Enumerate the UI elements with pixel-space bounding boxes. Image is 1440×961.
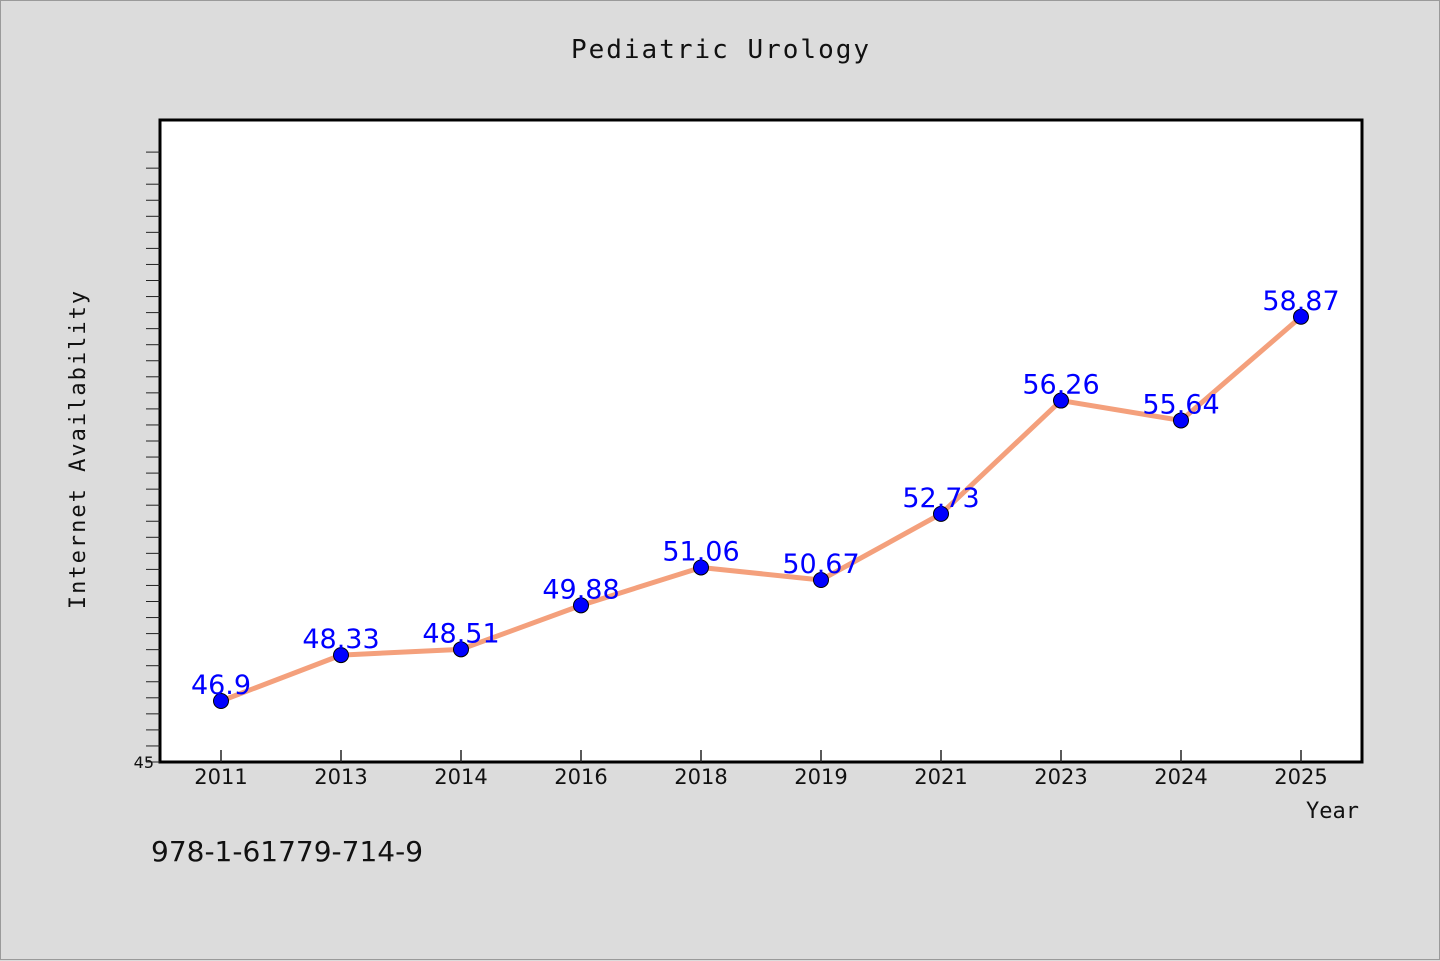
- data-label: 58.87: [1262, 286, 1339, 317]
- data-point: [573, 597, 589, 614]
- x-tick-label: 2018: [674, 765, 727, 789]
- x-axis-labels: 2011 2013 2014 2016 2018 2019 2021 2023 2024 2025: [194, 750, 1328, 789]
- series-line: [220, 314, 1303, 704]
- x-tick-label: 2021: [914, 765, 967, 789]
- data-point: [813, 571, 829, 588]
- y-axis-label: Internet Availability: [66, 289, 91, 609]
- x-tick-label: 2023: [1034, 765, 1087, 789]
- data-label: 50.67: [782, 549, 859, 580]
- data-label: 46.9: [191, 670, 251, 701]
- data-label: 56.26: [1022, 370, 1099, 401]
- data-point: [1173, 412, 1189, 429]
- data-label: 51.06: [662, 536, 739, 567]
- x-tick-label: 2016: [554, 765, 607, 789]
- data-point: [453, 641, 469, 658]
- data-point: [213, 693, 229, 710]
- x-tick-label: 2024: [1154, 765, 1207, 789]
- data-label: 49.88: [542, 574, 619, 605]
- data-point: [693, 559, 709, 576]
- plot-area: [158, 118, 1364, 764]
- data-label: 52.73: [902, 483, 979, 514]
- data-labels: 46.9 48.33 48.51 49.88 51.06 50.67 52.73 56.26 5…: [191, 286, 1340, 701]
- data-label: 48.51: [422, 618, 499, 649]
- x-tick-label: 2014: [434, 765, 487, 789]
- x-tick-label: 2019: [794, 765, 847, 789]
- data-points: [213, 308, 1309, 710]
- x-tick-label: 2025: [1274, 765, 1327, 789]
- chart-title: Pediatric Urology: [570, 35, 872, 65]
- data-point: [333, 647, 349, 664]
- data-label: 48.33: [302, 624, 379, 655]
- data-point: [1053, 392, 1069, 409]
- data-label: 55.64: [1142, 389, 1219, 420]
- isbn-text: 978-1-61779-714-9: [151, 835, 424, 868]
- data-point: [933, 505, 949, 522]
- x-axis-label: Year: [1306, 799, 1359, 824]
- y-axis-ticks: [146, 151, 160, 763]
- x-tick-label: 2011: [194, 765, 247, 789]
- y-tick-label: 45: [134, 753, 154, 772]
- data-point: [1293, 308, 1309, 325]
- x-tick-label: 2013: [314, 765, 367, 789]
